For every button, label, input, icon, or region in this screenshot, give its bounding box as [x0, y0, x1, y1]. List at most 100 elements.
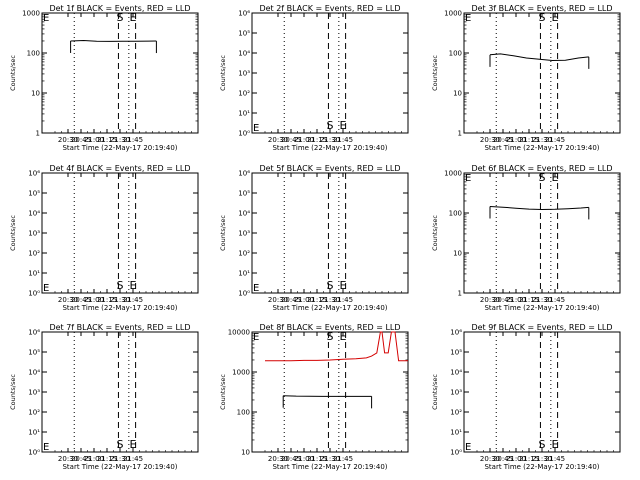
y-tick-label: 10	[453, 90, 462, 98]
start-marker: S	[539, 438, 546, 451]
panel-title: Det 8f BLACK = Events, RED = LLD	[259, 323, 400, 332]
x-axis-label: Start Time (22-May-17 20:19:40)	[62, 463, 177, 471]
y-tick-label: 10²	[238, 90, 250, 98]
x-tick-label: 21:45	[333, 296, 353, 304]
x-tick-label: 21:00	[506, 455, 526, 463]
x-tick-label: 21:15	[97, 296, 117, 304]
plot-frame	[251, 172, 409, 294]
x-tick-label: 21:30	[320, 296, 340, 304]
y-tick-label: 10⁶	[450, 329, 462, 337]
y-axis-label: Counts/sec	[9, 374, 17, 410]
y-tick-label: 10¹	[238, 110, 250, 118]
detector-panel-6: Det 6f BLACK = Events, RED = LLD 1 10 100 10…	[431, 164, 621, 312]
y-tick-label: 10³	[238, 70, 250, 78]
detector-panel-4: Det 4f BLACK = Events, RED = LLD 10⁰ 10¹ 10…	[9, 164, 199, 312]
y-tick-label: 1	[458, 290, 462, 298]
x-tick-label: 20:30	[480, 455, 500, 463]
series-line	[489, 53, 589, 62]
y-tick-label: 10⁵	[28, 349, 40, 357]
series-line	[70, 39, 157, 42]
y-tick-label: 100	[449, 210, 462, 218]
y-axis-label: Counts/sec	[9, 55, 17, 91]
x-tick-label: 20:45	[281, 296, 301, 304]
end-marker: E	[340, 279, 347, 292]
y-tick-label: 1000	[444, 10, 462, 18]
end-marker: E	[552, 171, 559, 184]
x-axis-label: Start Time (22-May-17 20:19:40)	[272, 463, 387, 471]
x-tick-label: 21:00	[294, 136, 314, 144]
x-tick-label: 20:45	[71, 136, 91, 144]
y-tick-label: 10⁴	[28, 210, 40, 218]
x-tick-label: 21:45	[545, 296, 565, 304]
x-tick-label: 20:45	[281, 136, 301, 144]
y-tick-label: 10²	[238, 250, 250, 258]
start-marker: S	[117, 279, 124, 292]
x-tick-label: 21:00	[84, 136, 104, 144]
x-tick-label: 20:30	[268, 136, 288, 144]
x-tick-label: 21:15	[307, 455, 327, 463]
series-line	[283, 395, 372, 397]
y-tick-label: 10¹	[28, 429, 40, 437]
x-tick-label: 20:30	[58, 455, 78, 463]
y-tick-label: 1	[458, 130, 462, 138]
start-marker: S	[327, 119, 334, 132]
plot-frame	[41, 331, 199, 453]
y-tick-label: 10⁵	[238, 30, 250, 38]
y-tick-label: 10⁰	[28, 449, 40, 457]
end-marker: E	[130, 279, 137, 292]
x-tick-label: 20:45	[71, 296, 91, 304]
detector-panel-3: Det 3f BLACK = Events, RED = LLD 1 10 100 10…	[431, 4, 621, 152]
plot-frame	[463, 172, 621, 294]
y-tick-label: 10¹	[238, 270, 250, 278]
x-tick-label: 20:30	[58, 296, 78, 304]
y-tick-label: 1000	[444, 170, 462, 178]
y-tick-label: 10²	[450, 409, 462, 417]
y-tick-label: 10⁵	[450, 349, 462, 357]
x-tick-label: 20:45	[493, 136, 513, 144]
panel-title: Det 1f BLACK = Events, RED = LLD	[49, 4, 190, 13]
x-axis-label: Start Time (22-May-17 20:19:40)	[484, 144, 599, 152]
detector-panel-5: Det 5f BLACK = Events, RED = LLD 10⁰ 10¹ 10…	[219, 164, 409, 312]
y-tick-label: 10⁶	[238, 10, 250, 18]
x-tick-label: 21:30	[320, 455, 340, 463]
series-line	[265, 331, 408, 362]
x-tick-label: 21:45	[545, 455, 565, 463]
plot-frame	[251, 12, 409, 134]
y-tick-label: 10⁴	[28, 369, 40, 377]
y-tick-label: 10³	[238, 230, 250, 238]
x-tick-label: 21:30	[320, 136, 340, 144]
end-marker: E	[340, 119, 347, 132]
y-axis-label: Counts/sec	[9, 215, 17, 251]
detector-panel-9: Det 9f BLACK = Events, RED = LLD 10⁰ 10¹ 10…	[431, 323, 621, 471]
x-tick-label: 21:30	[110, 455, 130, 463]
x-tick-label: 21:30	[532, 296, 552, 304]
start-marker: S	[327, 330, 334, 343]
end-marker: E	[552, 11, 559, 24]
start-marker: S	[539, 11, 546, 24]
x-axis-label: Start Time (22-May-17 20:19:40)	[272, 144, 387, 152]
plot-frame	[463, 12, 621, 134]
detector-panel-8: Det 8f BLACK = Events, RED = LLD 10 100 100…	[219, 323, 409, 471]
panel-title: Det 3f BLACK = Events, RED = LLD	[471, 4, 612, 13]
y-tick-label: 10²	[28, 250, 40, 258]
y-tick-label: 10⁵	[28, 190, 40, 198]
y-axis-label: Counts/sec	[431, 374, 439, 410]
x-tick-label: 21:45	[333, 455, 353, 463]
y-axis-label: Counts/sec	[219, 374, 227, 410]
y-tick-label: 10³	[28, 230, 40, 238]
y-tick-label: 10³	[28, 389, 40, 397]
end-marker: E	[552, 438, 559, 451]
start-marker: S	[327, 279, 334, 292]
y-axis-label: Counts/sec	[431, 215, 439, 251]
panel-title: Det 5f BLACK = Events, RED = LLD	[259, 164, 400, 173]
y-axis-label: Counts/sec	[431, 55, 439, 91]
x-tick-label: 21:15	[307, 136, 327, 144]
plot-frame	[41, 12, 199, 134]
y-tick-label: 100	[27, 50, 40, 58]
y-tick-label: 10⁰	[238, 130, 250, 138]
y-tick-label: 10⁰	[28, 290, 40, 298]
start-marker: S	[539, 171, 546, 184]
y-tick-label: 1	[36, 130, 40, 138]
x-tick-label: 21:00	[84, 455, 104, 463]
